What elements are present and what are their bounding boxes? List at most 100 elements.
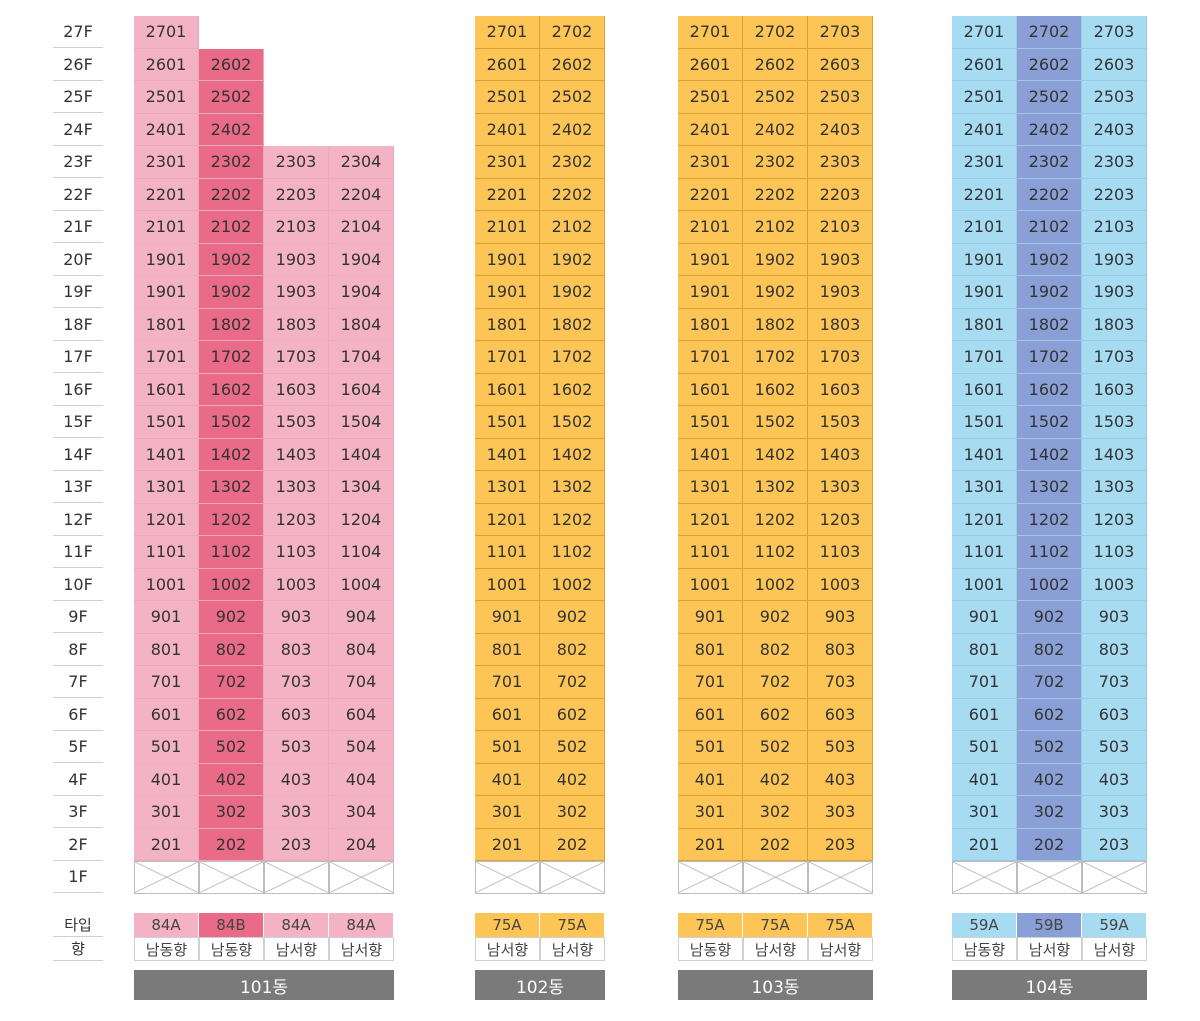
unit-cell[interactable]: 1302 — [743, 471, 808, 504]
unit-cell[interactable]: 1901 — [475, 243, 540, 276]
unit-cell[interactable]: 601 — [475, 698, 540, 731]
unit-cell[interactable]: 1603 — [1082, 373, 1147, 406]
unit-cell[interactable]: 1204 — [329, 503, 394, 536]
unit-cell[interactable]: 801 — [475, 633, 540, 666]
unit-cell[interactable]: 1702 — [743, 341, 808, 374]
unit-cell[interactable]: 701 — [134, 666, 199, 699]
unit-cell[interactable]: 1103 — [808, 536, 873, 569]
unit-cell[interactable]: 301 — [678, 796, 743, 829]
unit-cell[interactable]: 2303 — [1082, 146, 1147, 179]
unit-cell[interactable]: 2503 — [1082, 81, 1147, 114]
unit-cell[interactable]: 2104 — [329, 211, 394, 244]
unit-cell[interactable]: 1501 — [678, 406, 743, 439]
unit-cell[interactable]: 901 — [678, 601, 743, 634]
unit-cell[interactable]: 901 — [475, 601, 540, 634]
unit-cell[interactable]: 1901 — [678, 243, 743, 276]
unit-cell[interactable]: 2701 — [475, 16, 540, 49]
unit-cell[interactable]: 702 — [1017, 666, 1082, 699]
unit-cell[interactable]: 1102 — [540, 536, 605, 569]
unit-cell[interactable]: 701 — [475, 666, 540, 699]
unit-cell[interactable]: 2401 — [475, 113, 540, 146]
unit-cell[interactable]: 402 — [199, 763, 264, 796]
unit-cell[interactable]: 2103 — [1082, 211, 1147, 244]
unit-cell[interactable]: 303 — [808, 796, 873, 829]
unit-cell[interactable]: 501 — [475, 731, 540, 764]
unit-cell[interactable]: 1103 — [1082, 536, 1147, 569]
unit-cell[interactable]: 2203 — [264, 178, 329, 211]
unit-cell[interactable]: 2203 — [1082, 178, 1147, 211]
unit-cell[interactable]: 1702 — [199, 341, 264, 374]
unit-cell[interactable]: 502 — [540, 731, 605, 764]
unit-cell[interactable]: 401 — [134, 763, 199, 796]
unit-cell[interactable]: 402 — [540, 763, 605, 796]
unit-cell[interactable]: 202 — [540, 828, 605, 861]
unit-cell[interactable]: 1903 — [808, 243, 873, 276]
unit-cell[interactable]: 1802 — [540, 308, 605, 341]
unit-cell[interactable]: 1802 — [199, 308, 264, 341]
unit-cell[interactable]: 1202 — [199, 503, 264, 536]
unit-cell[interactable]: 2301 — [952, 146, 1017, 179]
unit-cell[interactable]: 2601 — [475, 48, 540, 81]
unit-cell[interactable]: 401 — [952, 763, 1017, 796]
unit-cell[interactable]: 1501 — [475, 406, 540, 439]
unit-cell[interactable]: 602 — [540, 698, 605, 731]
unit-cell[interactable]: 1602 — [743, 373, 808, 406]
unit-cell[interactable]: 1403 — [264, 438, 329, 471]
unit-cell[interactable]: 702 — [743, 666, 808, 699]
unit-cell[interactable]: 403 — [808, 763, 873, 796]
unit-cell[interactable]: 1302 — [540, 471, 605, 504]
unit-cell[interactable]: 204 — [329, 828, 394, 861]
unit-cell[interactable]: 1503 — [808, 406, 873, 439]
unit-cell[interactable]: 1701 — [134, 341, 199, 374]
unit-cell[interactable]: 301 — [475, 796, 540, 829]
unit-cell[interactable]: 503 — [264, 731, 329, 764]
unit-cell[interactable]: 2302 — [1017, 146, 1082, 179]
unit-cell[interactable]: 2101 — [952, 211, 1017, 244]
unit-cell[interactable]: 1504 — [329, 406, 394, 439]
unit-cell[interactable]: 1601 — [678, 373, 743, 406]
unit-cell[interactable]: 2702 — [743, 16, 808, 49]
unit-cell[interactable]: 2402 — [1017, 113, 1082, 146]
unit-cell[interactable]: 2202 — [1017, 178, 1082, 211]
unit-cell[interactable]: 1402 — [1017, 438, 1082, 471]
unit-cell[interactable]: 1202 — [743, 503, 808, 536]
unit-cell[interactable]: 2201 — [475, 178, 540, 211]
unit-cell[interactable]: 603 — [264, 698, 329, 731]
unit-cell[interactable]: 1601 — [475, 373, 540, 406]
unit-cell[interactable]: 1501 — [952, 406, 1017, 439]
unit-cell[interactable]: 703 — [1082, 666, 1147, 699]
unit-cell[interactable]: 601 — [952, 698, 1017, 731]
unit-cell[interactable]: 1902 — [540, 276, 605, 309]
unit-cell[interactable]: 1103 — [264, 536, 329, 569]
unit-cell[interactable]: 2203 — [808, 178, 873, 211]
unit-cell[interactable]: 202 — [1017, 828, 1082, 861]
unit-cell[interactable]: 1904 — [329, 276, 394, 309]
unit-cell[interactable]: 1703 — [1082, 341, 1147, 374]
unit-cell[interactable]: 1901 — [678, 276, 743, 309]
unit-cell[interactable]: 2601 — [134, 48, 199, 81]
unit-cell[interactable]: 602 — [199, 698, 264, 731]
unit-cell[interactable]: 504 — [329, 731, 394, 764]
unit-cell[interactable]: 302 — [1017, 796, 1082, 829]
unit-cell[interactable]: 701 — [678, 666, 743, 699]
unit-cell[interactable]: 201 — [475, 828, 540, 861]
unit-cell[interactable]: 2102 — [540, 211, 605, 244]
unit-cell[interactable]: 2102 — [199, 211, 264, 244]
unit-cell[interactable]: 1803 — [808, 308, 873, 341]
unit-cell[interactable]: 1403 — [1082, 438, 1147, 471]
unit-cell[interactable]: 1902 — [743, 243, 808, 276]
unit-cell[interactable]: 2603 — [1082, 48, 1147, 81]
unit-cell[interactable]: 1001 — [475, 568, 540, 601]
unit-cell[interactable]: 1902 — [1017, 276, 1082, 309]
unit-cell[interactable]: 2403 — [1082, 113, 1147, 146]
unit-cell[interactable]: 604 — [329, 698, 394, 731]
unit-cell[interactable]: 303 — [264, 796, 329, 829]
unit-cell[interactable]: 403 — [264, 763, 329, 796]
unit-cell[interactable]: 1001 — [678, 568, 743, 601]
unit-cell[interactable]: 304 — [329, 796, 394, 829]
unit-cell[interactable]: 2101 — [475, 211, 540, 244]
unit-cell[interactable]: 1801 — [475, 308, 540, 341]
unit-cell[interactable]: 2602 — [540, 48, 605, 81]
unit-cell[interactable]: 1502 — [743, 406, 808, 439]
unit-cell[interactable]: 1803 — [264, 308, 329, 341]
